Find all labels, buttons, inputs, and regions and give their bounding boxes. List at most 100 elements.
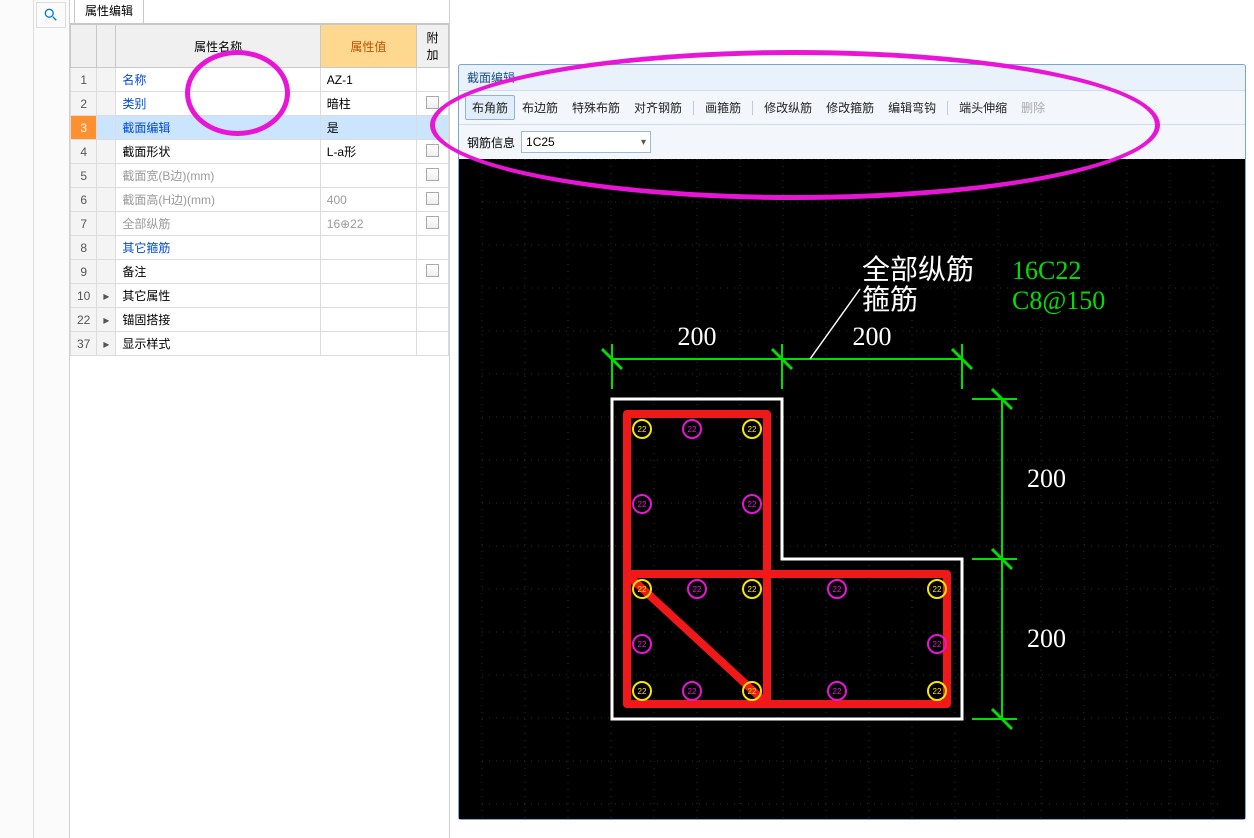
tool-编辑弯钩[interactable]: 编辑弯钩 xyxy=(881,95,943,120)
property-row[interactable]: 7全部纵筋16⊕22 xyxy=(71,212,449,236)
property-name: 截面形状 xyxy=(116,140,320,164)
property-row[interactable]: 4 截面形状L-a形 xyxy=(71,140,449,164)
svg-text:22: 22 xyxy=(748,500,757,509)
extra-checkbox[interactable] xyxy=(417,116,449,140)
col-extra: 附加 xyxy=(417,25,449,68)
property-name: 锚固搭接 xyxy=(116,308,320,332)
expand-icon: ▸ xyxy=(97,284,116,308)
tab-property-edit[interactable]: 属性编辑 xyxy=(74,0,144,23)
tool-画箍筋[interactable]: 画箍筋 xyxy=(698,95,748,120)
svg-text:C8@150: C8@150 xyxy=(1012,286,1105,315)
property-name: 其它属性 xyxy=(116,284,320,308)
property-value[interactable] xyxy=(320,236,416,260)
extra-checkbox[interactable] xyxy=(417,140,449,164)
section-canvas[interactable]: 200200200200全部纵筋箍筋16C22C8@15022222222222… xyxy=(459,159,1245,819)
expand-icon xyxy=(97,212,116,236)
property-row[interactable]: 22▸锚固搭接 xyxy=(71,308,449,332)
property-name: 全部纵筋 xyxy=(116,212,320,236)
property-name: 名称 xyxy=(116,68,320,92)
property-row[interactable]: 3 截面编辑是 xyxy=(71,116,449,140)
extra-checkbox[interactable] xyxy=(417,236,449,260)
extra-checkbox[interactable] xyxy=(417,332,449,356)
property-value[interactable]: AZ-1 xyxy=(320,68,416,92)
property-name: 类别 xyxy=(116,92,320,116)
tool-对齐钢筋[interactable]: 对齐钢筋 xyxy=(627,95,689,120)
search-icon[interactable] xyxy=(36,2,66,28)
property-row[interactable]: 8 其它箍筋 xyxy=(71,236,449,260)
row-number: 8 xyxy=(71,236,97,260)
svg-text:200: 200 xyxy=(1027,624,1066,653)
tool-特殊布筋[interactable]: 特殊布筋 xyxy=(565,95,627,120)
expand-icon xyxy=(97,188,116,212)
expand-icon: ▸ xyxy=(97,332,116,356)
extra-checkbox[interactable] xyxy=(417,188,449,212)
property-value[interactable]: 400 xyxy=(320,188,416,212)
rebar-info-value: 1C25 xyxy=(526,135,555,149)
svg-text:22: 22 xyxy=(688,425,697,434)
property-name: 其它箍筋 xyxy=(116,236,320,260)
property-row[interactable]: 6截面高(H边)(mm)400 xyxy=(71,188,449,212)
row-number: 3 xyxy=(71,116,97,140)
col-value: 属性值 xyxy=(320,25,416,68)
property-name: 截面编辑 xyxy=(116,116,320,140)
tool-端头伸缩[interactable]: 端头伸缩 xyxy=(952,95,1014,120)
property-row[interactable]: 10▸其它属性 xyxy=(71,284,449,308)
property-value[interactable] xyxy=(320,164,416,188)
svg-text:200: 200 xyxy=(678,322,717,351)
property-row[interactable]: 5截面宽(B边)(mm) xyxy=(71,164,449,188)
expand-icon xyxy=(97,68,116,92)
extra-checkbox[interactable] xyxy=(417,68,449,92)
extra-checkbox[interactable] xyxy=(417,260,449,284)
svg-text:22: 22 xyxy=(638,425,647,434)
left-sidebar xyxy=(0,0,70,838)
svg-text:22: 22 xyxy=(833,585,842,594)
svg-text:22: 22 xyxy=(638,640,647,649)
svg-text:22: 22 xyxy=(748,687,757,696)
svg-text:22: 22 xyxy=(688,687,697,696)
svg-text:22: 22 xyxy=(638,500,647,509)
property-value[interactable] xyxy=(320,332,416,356)
property-value[interactable]: 暗柱 xyxy=(320,92,416,116)
row-number: 37 xyxy=(71,332,97,356)
rebar-info-label: 钢筋信息 xyxy=(467,134,515,151)
svg-text:22: 22 xyxy=(933,640,942,649)
svg-text:22: 22 xyxy=(638,687,647,696)
property-row[interactable]: 2类别暗柱 xyxy=(71,92,449,116)
extra-checkbox[interactable] xyxy=(417,92,449,116)
row-number: 9 xyxy=(71,260,97,284)
chevron-down-icon: ▾ xyxy=(641,137,646,148)
tool-布角筋[interactable]: 布角筋 xyxy=(465,95,515,120)
section-editor-panel: 截面编辑 布角筋布边筋特殊布筋对齐钢筋画箍筋修改纵筋修改箍筋编辑弯钩端头伸缩删除… xyxy=(458,64,1246,820)
section-editor-title: 截面编辑 xyxy=(459,65,1245,90)
row-number: 22 xyxy=(71,308,97,332)
property-value[interactable] xyxy=(320,284,416,308)
extra-checkbox[interactable] xyxy=(417,212,449,236)
extra-checkbox[interactable] xyxy=(417,284,449,308)
tool-修改箍筋[interactable]: 修改箍筋 xyxy=(819,95,881,120)
expand-icon xyxy=(97,236,116,260)
property-value[interactable]: 16⊕22 xyxy=(320,212,416,236)
svg-text:22: 22 xyxy=(933,687,942,696)
col-name: 属性名称 xyxy=(116,25,320,68)
tool-删除[interactable]: 删除 xyxy=(1014,95,1052,120)
svg-text:22: 22 xyxy=(933,585,942,594)
property-row[interactable]: 37▸显示样式 xyxy=(71,332,449,356)
extra-checkbox[interactable] xyxy=(417,308,449,332)
rebar-info-combo[interactable]: 1C25 ▾ xyxy=(521,131,651,153)
row-number: 1 xyxy=(71,68,97,92)
svg-text:22: 22 xyxy=(748,425,757,434)
property-value[interactable] xyxy=(320,260,416,284)
svg-text:200: 200 xyxy=(853,322,892,351)
property-row[interactable]: 1 名称AZ-1 xyxy=(71,68,449,92)
expand-icon xyxy=(97,92,116,116)
property-value[interactable] xyxy=(320,308,416,332)
extra-checkbox[interactable] xyxy=(417,164,449,188)
tool-修改纵筋[interactable]: 修改纵筋 xyxy=(757,95,819,120)
row-number: 4 xyxy=(71,140,97,164)
svg-text:箍筋: 箍筋 xyxy=(862,284,918,316)
tool-布边筋[interactable]: 布边筋 xyxy=(515,95,565,120)
property-row[interactable]: 9 备注 xyxy=(71,260,449,284)
property-name: 备注 xyxy=(116,260,320,284)
property-value[interactable]: L-a形 xyxy=(320,140,416,164)
property-value[interactable]: 是 xyxy=(320,116,416,140)
